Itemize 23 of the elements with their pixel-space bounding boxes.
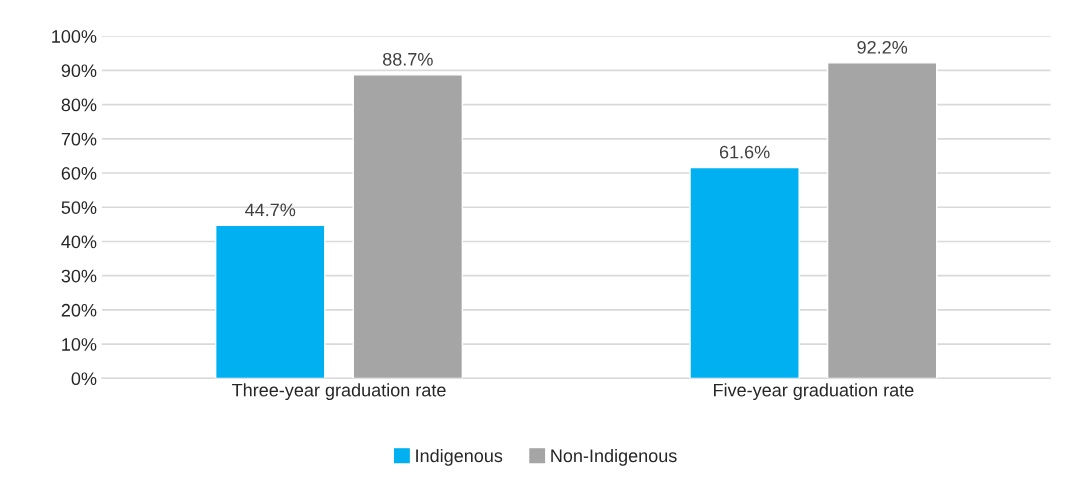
y-tick-label: 10%	[62, 338, 97, 351]
y-tick-label: 60%	[61, 166, 97, 180]
x-tick-label: Five-year graduation rate	[714, 383, 914, 401]
data-label: 92.2%	[857, 40, 908, 54]
legend-label: Indigenous	[416, 448, 503, 466]
bar	[214, 224, 326, 379]
data-label: 61.6%	[719, 145, 770, 159]
legend-label: Non-Indigenous	[551, 448, 677, 466]
y-tick-label: 40%	[61, 235, 97, 249]
bar	[352, 74, 464, 379]
y-tick-label: 80%	[61, 98, 97, 112]
data-label: 88.7%	[382, 52, 433, 66]
y-tick-label: 20%	[61, 303, 97, 317]
y-tick-label: 50%	[61, 201, 97, 214]
y-tick-label: 90%	[61, 64, 97, 78]
data-label: 44.7%	[245, 203, 296, 217]
y-tick-label: 100%	[52, 30, 97, 43]
bar	[826, 62, 938, 379]
y-tick-label: 0%	[71, 372, 97, 386]
x-tick-label: Three-year graduation rate	[232, 383, 446, 401]
bar	[689, 166, 800, 379]
y-tick-label: 70%	[61, 132, 97, 146]
y-tick-label: 30%	[61, 269, 97, 283]
